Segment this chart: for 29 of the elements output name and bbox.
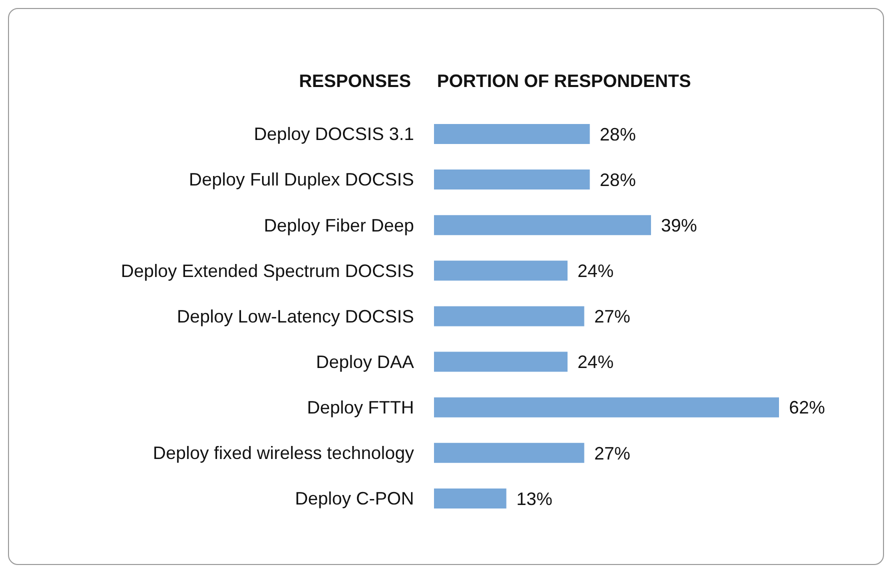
bar [434, 260, 568, 281]
bar [434, 306, 584, 326]
data-label: 24% [578, 352, 614, 372]
x-axis-title: PORTION OF RESPONDENTS [437, 71, 692, 92]
y-tick-label: Deploy DOCSIS 3.1 [254, 124, 414, 144]
data-label: 28% [600, 124, 636, 144]
bar [434, 488, 506, 508]
y-tick-label: Deploy C-PON [294, 488, 414, 509]
y-tick-label: Deploy Low-Latency DOCSIS [176, 306, 414, 326]
data-label: 24% [578, 261, 614, 282]
bar [434, 442, 584, 463]
data-label: 27% [594, 443, 630, 464]
bar [434, 170, 590, 190]
data-label: 62% [789, 398, 826, 418]
bar [434, 215, 652, 236]
y-axis-title: RESPONSES [298, 71, 411, 92]
bar [434, 124, 590, 144]
bar [434, 352, 568, 372]
data-label: 27% [594, 306, 630, 327]
y-tick-label: Deploy FTTH [306, 398, 414, 418]
y-tick-label: Deploy Full Duplex DOCSIS [188, 170, 414, 190]
bar [434, 397, 779, 418]
data-label: 13% [516, 488, 552, 509]
y-tick-label: Deploy Fiber Deep [264, 215, 414, 236]
data-label: 39% [661, 216, 698, 236]
data-label: 28% [600, 170, 636, 190]
y-tick-label: Deploy Extended Spectrum DOCSIS [120, 260, 414, 281]
y-tick-label: Deploy fixed wireless technology [152, 443, 414, 464]
y-tick-label: Deploy DAA [316, 352, 414, 372]
